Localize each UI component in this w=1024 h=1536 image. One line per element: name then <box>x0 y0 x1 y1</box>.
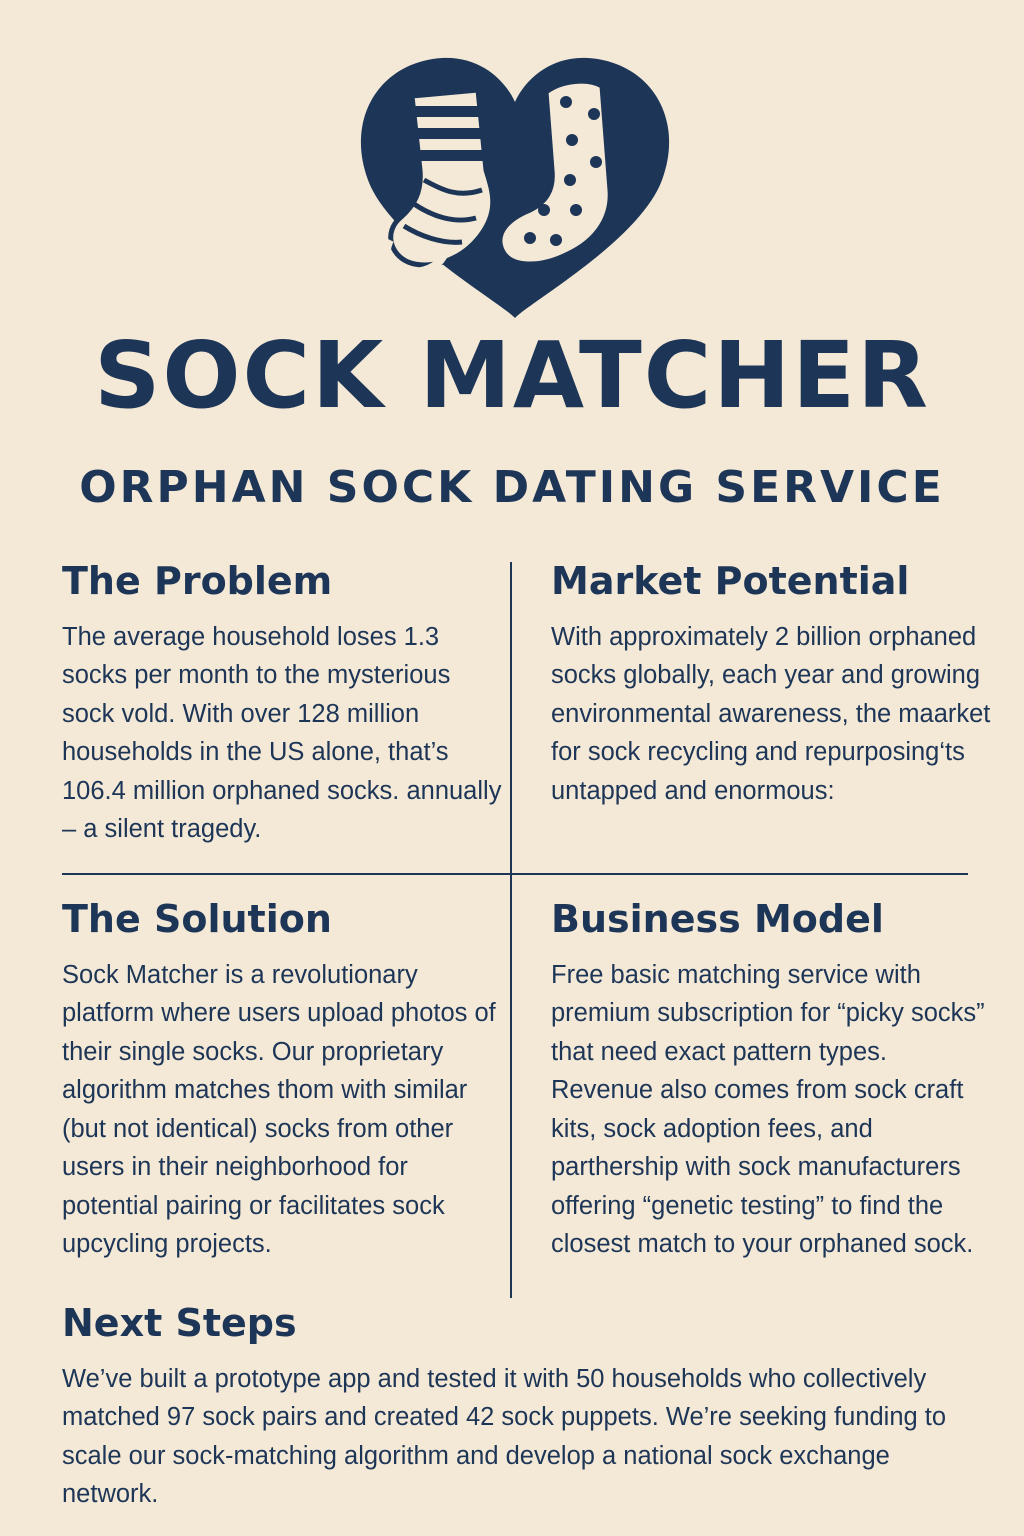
horizontal-divider <box>62 873 968 875</box>
business-model-section: Business Model Free basic matching servi… <box>551 897 991 1264</box>
solution-section: The Solution Sock Matcher is a revolutio… <box>62 897 502 1264</box>
next-steps-body: We’ve built a prototype app and tested i… <box>62 1364 947 1509</box>
market-heading: Market Potential <box>551 559 910 603</box>
solution-body: Sock Matcher is a revolutionary platform… <box>62 960 496 1259</box>
problem-heading: The Problem <box>62 559 333 603</box>
problem-body: The average household loses 1.3 socks pe… <box>62 622 502 844</box>
market-section: Market Potential With approximately 2 bi… <box>551 559 991 810</box>
page-subtitle: ORPHAN SOCK DATING SERVICE <box>79 462 945 513</box>
next-steps-section: Next Steps We’ve built a prototype app a… <box>62 1301 982 1514</box>
page-title: SOCK MATCHER <box>94 322 930 429</box>
business-model-body: Free basic matching service with premium… <box>551 960 985 1259</box>
problem-section: The Problem The average household loses … <box>62 559 502 849</box>
business-model-heading: Business Model <box>551 897 884 941</box>
next-steps-heading: Next Steps <box>62 1301 297 1345</box>
heart-with-two-socks-icon <box>360 57 670 319</box>
solution-heading: The Solution <box>62 897 332 941</box>
market-body: With approximately 2 billion orphaned so… <box>551 622 991 805</box>
vertical-divider <box>510 562 512 1298</box>
